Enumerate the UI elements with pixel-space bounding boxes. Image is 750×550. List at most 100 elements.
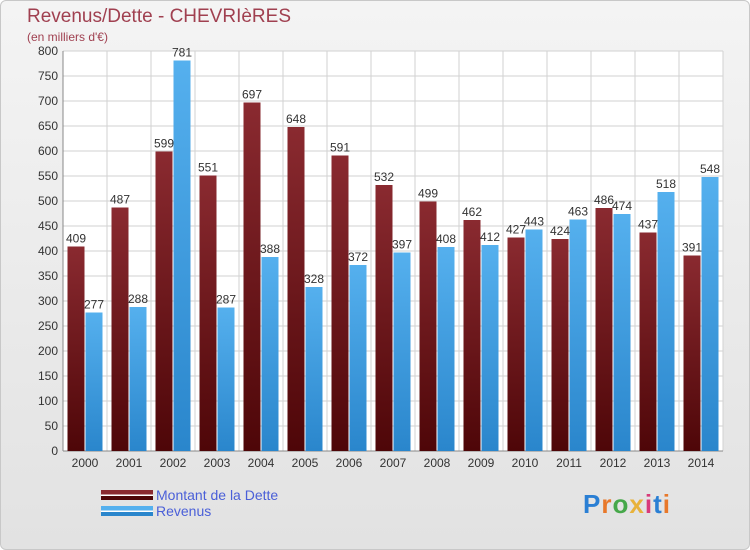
data-label-bar-debt: 487 — [110, 193, 130, 207]
bar-revenus-2008 — [437, 247, 455, 451]
y-tick-label: 300 — [38, 294, 58, 308]
x-tick-label: 2012 — [600, 456, 627, 470]
bar-debt-2014 — [683, 255, 701, 451]
data-label-bar-revenus: 288 — [128, 292, 148, 306]
x-tick-label: 2000 — [72, 456, 99, 470]
bar-debt-2000 — [67, 246, 85, 451]
data-label-bar-debt: 486 — [594, 193, 614, 207]
y-tick-label: 350 — [38, 269, 58, 283]
legend-label-debt: Montant de la Dette — [156, 487, 279, 503]
bar-debt-2009 — [463, 220, 481, 451]
data-label-bar-debt: 599 — [154, 137, 174, 151]
bar-revenus-2010 — [525, 229, 543, 451]
legend-swatch-revenus — [101, 506, 153, 516]
x-tick-label: 2006 — [336, 456, 363, 470]
x-tick-label: 2010 — [512, 456, 539, 470]
data-label-bar-revenus: 388 — [260, 242, 280, 256]
data-label-bar-revenus: 518 — [656, 177, 676, 191]
x-tick-label: 2002 — [160, 456, 187, 470]
bar-revenus-2005 — [305, 287, 323, 451]
bar-revenus-2000 — [85, 312, 103, 451]
bar-debt-2011 — [551, 239, 569, 451]
y-tick-label: 0 — [51, 444, 58, 458]
x-tick-label: 2009 — [468, 456, 495, 470]
data-label-bar-revenus: 412 — [480, 230, 500, 244]
data-label-bar-debt: 532 — [374, 170, 394, 184]
bar-debt-2013 — [639, 232, 657, 451]
data-label-bar-debt: 391 — [682, 241, 702, 255]
x-tick-label: 2004 — [248, 456, 275, 470]
y-tick-label: 200 — [38, 344, 58, 358]
y-tick-label: 250 — [38, 319, 58, 333]
bar-debt-2003 — [199, 175, 217, 451]
bar-revenus-2001 — [129, 307, 147, 451]
y-tick-label: 400 — [38, 244, 58, 258]
legend-swatch-debt — [101, 490, 153, 500]
bar-revenus-2011 — [569, 219, 587, 451]
chart-subtitle: (en milliers d'€) — [27, 30, 108, 44]
x-tick-label: 2003 — [204, 456, 231, 470]
data-label-bar-revenus: 287 — [216, 293, 236, 307]
bar-debt-2005 — [287, 127, 305, 451]
bar-debt-2006 — [331, 155, 349, 451]
y-tick-label: 700 — [38, 94, 58, 108]
bar-revenus-2004 — [261, 257, 279, 451]
chart-title: Revenus/Dette - CHEVRIèRES — [27, 6, 291, 27]
data-label-bar-revenus: 397 — [392, 238, 412, 252]
x-tick-label: 2001 — [116, 456, 143, 470]
bar-revenus-2006 — [349, 265, 367, 451]
y-tick-label: 100 — [38, 394, 58, 408]
data-label-bar-debt: 437 — [638, 218, 658, 232]
bar-debt-2010 — [507, 237, 525, 451]
y-tick-label: 50 — [45, 419, 59, 433]
bar-debt-2008 — [419, 201, 437, 451]
data-label-bar-debt: 551 — [198, 161, 218, 175]
x-tick-label: 2007 — [380, 456, 407, 470]
data-label-bar-revenus: 372 — [348, 250, 368, 264]
data-label-bar-debt: 427 — [506, 223, 526, 237]
data-label-bar-debt: 499 — [418, 187, 438, 201]
bar-revenus-2009 — [481, 245, 499, 451]
bar-revenus-2007 — [393, 252, 411, 451]
x-tick-label: 2011 — [556, 456, 582, 470]
x-tick-label: 2005 — [292, 456, 319, 470]
proxiti-logo: Proxiti — [583, 489, 671, 519]
y-tick-label: 550 — [38, 169, 58, 183]
data-label-bar-revenus: 328 — [304, 272, 324, 286]
y-tick-label: 450 — [38, 219, 58, 233]
data-label-bar-revenus: 277 — [84, 298, 104, 312]
data-label-bar-debt: 648 — [286, 112, 306, 126]
bar-revenus-2014 — [701, 177, 719, 451]
data-label-bar-revenus: 474 — [612, 199, 632, 213]
x-tick-label: 2008 — [424, 456, 451, 470]
data-label-bar-revenus: 781 — [172, 46, 192, 60]
data-label-bar-revenus: 548 — [700, 162, 720, 176]
data-label-bar-debt: 424 — [550, 224, 570, 238]
bar-debt-2007 — [375, 185, 393, 451]
y-tick-label: 750 — [38, 69, 58, 83]
x-tick-label: 2014 — [688, 456, 715, 470]
data-label-bar-revenus: 463 — [568, 205, 588, 219]
legend-label-revenus: Revenus — [156, 503, 212, 519]
bar-revenus-2013 — [657, 192, 675, 451]
bar-debt-2004 — [243, 102, 261, 451]
y-tick-label: 150 — [38, 369, 58, 383]
bar-revenus-2002 — [173, 60, 191, 451]
bar-debt-2001 — [111, 207, 129, 451]
data-label-bar-debt: 591 — [330, 141, 350, 155]
data-label-bar-debt: 462 — [462, 205, 482, 219]
y-tick-label: 650 — [38, 119, 58, 133]
bar-revenus-2003 — [217, 307, 235, 451]
x-tick-label: 2013 — [644, 456, 671, 470]
data-label-bar-revenus: 408 — [436, 232, 456, 246]
data-label-bar-debt: 409 — [66, 232, 86, 246]
data-label-bar-revenus: 443 — [524, 215, 544, 229]
data-label-bar-debt: 697 — [242, 88, 262, 102]
y-tick-label: 600 — [38, 144, 58, 158]
y-tick-label: 800 — [38, 44, 58, 58]
bar-debt-2012 — [595, 208, 613, 451]
y-tick-label: 500 — [38, 194, 58, 208]
bar-revenus-2012 — [613, 214, 631, 451]
